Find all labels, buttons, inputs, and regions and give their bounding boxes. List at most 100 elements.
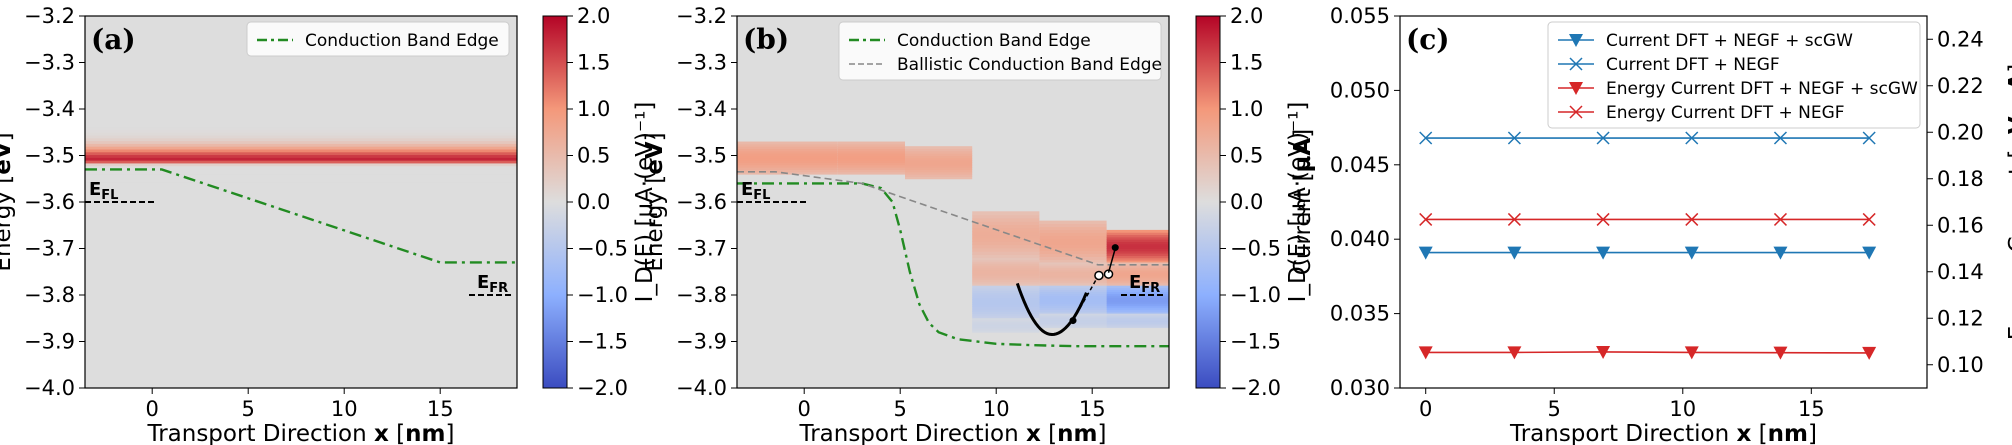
current-density-cell xyxy=(737,155,838,159)
data-point xyxy=(1862,346,1877,360)
current-density-cell xyxy=(972,299,1040,303)
current-density-cell xyxy=(1106,313,1169,316)
current-density-cell xyxy=(972,221,1040,226)
current-density-cell xyxy=(972,301,1040,305)
colorbar-label: I_D(E) [µA·(eV)⁻¹] xyxy=(632,102,658,303)
current-density-cell xyxy=(1039,295,1107,299)
current-density-cell xyxy=(1106,236,1169,240)
fermi-level-letter: E xyxy=(1129,272,1141,293)
current-density-cell xyxy=(1039,309,1107,313)
current-density-cell xyxy=(972,321,1040,323)
y-right-tick-label: 0.18 xyxy=(1937,167,1984,191)
current-density-cell xyxy=(837,164,905,168)
fermi-level-subscript: FR xyxy=(489,281,508,296)
current-density-cell xyxy=(1039,282,1107,285)
current-density-cell xyxy=(837,169,905,173)
current-density-cell xyxy=(972,275,1040,279)
current-density-cell xyxy=(1106,291,1169,295)
panel-label: (b) xyxy=(743,23,789,56)
current-density-cell xyxy=(1039,226,1107,231)
current-density-cell xyxy=(85,185,517,189)
current-density-cell xyxy=(85,104,517,108)
x-axis-label-var: x xyxy=(1026,421,1041,445)
current-density-cell xyxy=(1039,313,1107,316)
y-right-axis-label-unit: eV·µA xyxy=(2005,73,2012,150)
current-density-cell xyxy=(85,171,517,175)
series-line xyxy=(737,182,1169,348)
current-density-cell xyxy=(85,199,517,203)
current-density-cell xyxy=(972,234,1040,239)
current-density-cell xyxy=(1106,305,1169,309)
current-density-cell xyxy=(1039,267,1107,270)
current-density-cell xyxy=(1039,323,1107,326)
colorbar xyxy=(1195,15,1221,389)
colorbar-tick-label: −1.0 xyxy=(1230,283,1281,307)
current-density-cell xyxy=(972,273,1040,277)
data-point xyxy=(1596,212,1610,226)
colorbar-tick-label: −2.0 xyxy=(577,376,628,400)
current-density-cell xyxy=(1106,250,1169,254)
colorbar-tick-label: −0.5 xyxy=(577,237,628,261)
current-density-cell xyxy=(737,169,838,173)
current-density-cell xyxy=(737,141,838,145)
current-density-cell xyxy=(972,267,1040,271)
current-density-cell xyxy=(1106,320,1169,323)
y-tick-label: −3.8 xyxy=(24,283,75,307)
x-tick-label: 0 xyxy=(798,397,811,421)
y-right-tick-label: 0.16 xyxy=(1937,213,1984,237)
current-density-cell xyxy=(1039,324,1107,327)
current-density-cell xyxy=(737,157,838,161)
y-tick-label: −3.2 xyxy=(676,4,727,28)
current-density-cell xyxy=(972,259,1040,263)
colorbar-tick-label: 1.0 xyxy=(1230,97,1263,121)
current-density-cell xyxy=(85,168,517,172)
current-density-cell xyxy=(85,188,517,192)
y-right-axis-label-tail: ] xyxy=(2005,64,2012,73)
y-tick-label: −4.0 xyxy=(24,376,75,400)
y-tick-label: −4.0 xyxy=(676,376,727,400)
y-right-tick-label: 0.20 xyxy=(1937,120,1984,144)
current-density-cell xyxy=(972,285,1040,289)
current-density-cell xyxy=(1106,322,1169,325)
current-density-cell xyxy=(85,179,517,183)
current-density-cell xyxy=(1039,229,1107,234)
current-density-cell xyxy=(1039,297,1107,301)
current-density-cell xyxy=(1106,269,1169,272)
current-density-cell xyxy=(1106,229,1169,233)
current-density-cell xyxy=(85,140,517,144)
current-density-cell xyxy=(905,155,973,159)
current-density-cell xyxy=(837,150,905,154)
current-density-cell xyxy=(85,210,517,214)
current-density-cell xyxy=(972,328,1040,330)
current-density-cell xyxy=(1039,325,1107,328)
y-axis-label-text: Current [ xyxy=(1290,173,1316,276)
current-density-cell xyxy=(905,160,973,163)
current-density-cell xyxy=(1106,324,1169,327)
current-density-cell xyxy=(837,146,905,150)
legend-entry: Energy Current DFT + NEGF + scGW xyxy=(1606,79,1918,99)
current-density-cell xyxy=(737,153,838,156)
legend-entry: Conduction Band Edge xyxy=(305,31,499,51)
current-density-cell xyxy=(972,304,1040,308)
current-density-cell xyxy=(1106,309,1169,313)
current-density-cell xyxy=(85,126,517,130)
y-axis-label-text: Energy [ xyxy=(642,175,668,272)
current-density-cell xyxy=(972,279,1040,283)
current-density-cell xyxy=(1039,280,1107,283)
current-density-cell xyxy=(1039,299,1107,303)
current-density-cell xyxy=(837,141,905,145)
data-point xyxy=(1684,246,1699,260)
data-point xyxy=(1862,212,1876,226)
x-tick-label: 15 xyxy=(1798,397,1825,421)
current-density-cell xyxy=(972,313,1040,317)
electron-dot xyxy=(1111,244,1119,252)
data-point xyxy=(1773,346,1788,360)
current-density-cell xyxy=(737,164,838,168)
y-right-tick-label: 0.24 xyxy=(1937,27,1984,51)
fermi-level-label: EFR xyxy=(1129,272,1160,296)
current-density-cell xyxy=(85,160,517,164)
data-point xyxy=(1862,246,1877,260)
data-point xyxy=(1773,131,1788,145)
data-point xyxy=(1684,346,1699,360)
x-tick-label: 15 xyxy=(427,397,454,421)
